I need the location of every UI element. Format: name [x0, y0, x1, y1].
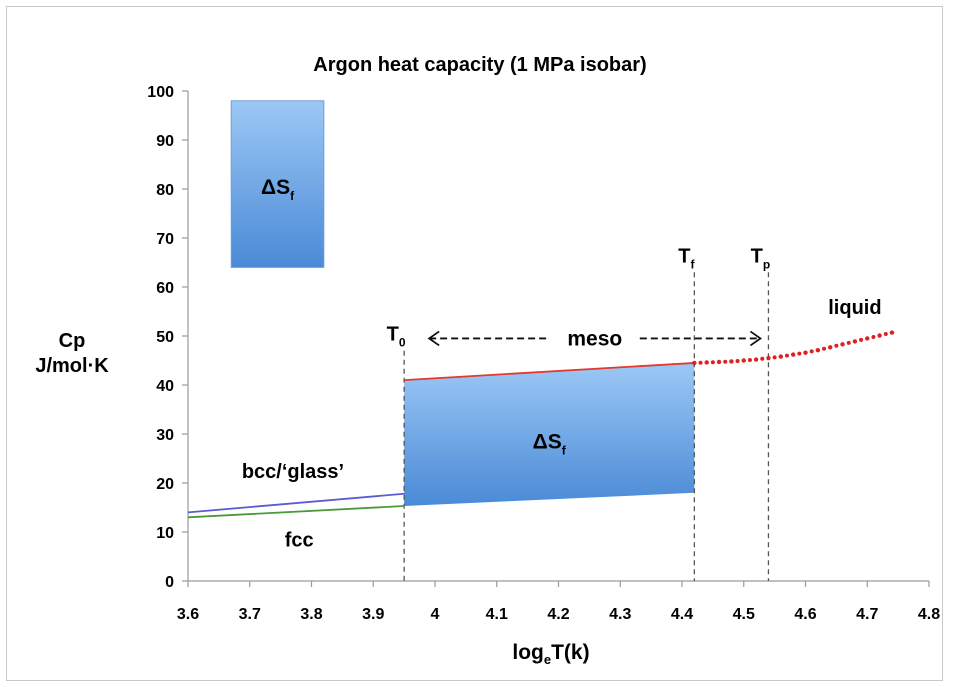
delta-s-region-label-sub: f	[562, 444, 567, 458]
liquid-point	[790, 352, 796, 357]
bcc-glass-label: bcc/‘glass’	[242, 461, 344, 483]
axes-layer: 0 10 20 30 40 50 60 70 80 90 100 3.6 3.7 3.8 3.9 4 4.1 4.…	[147, 84, 940, 623]
liquid-point	[760, 356, 765, 361]
liquid-point	[710, 360, 715, 365]
x-tick-label: 3.7	[239, 606, 261, 623]
x-tick-label: 4.6	[794, 606, 816, 623]
liquid-point	[747, 358, 752, 363]
fill-layer	[230, 100, 695, 507]
liquid-label: liquid	[828, 297, 881, 319]
meso-arrowhead-right	[749, 330, 763, 347]
vertical-line-label: Tf	[678, 245, 695, 271]
vertical-line-label-main: T	[387, 324, 399, 346]
y-tick-label: 10	[156, 525, 174, 542]
meso-line	[404, 362, 695, 381]
y-axis-label-line2: J/mol·K	[35, 355, 109, 377]
liquid-point	[852, 339, 858, 344]
x-axis-label-rest: T(k)	[551, 641, 590, 664]
meso-label: meso	[567, 327, 622, 350]
y-tick-label: 20	[156, 476, 174, 493]
liquid-point	[723, 359, 728, 364]
vertical-line-label: Tp	[751, 245, 771, 271]
liquid-point	[840, 342, 845, 347]
liquid-point	[698, 360, 703, 365]
x-tick-label: 4.8	[918, 606, 940, 623]
x-axis-label: logeT(k)	[512, 641, 589, 667]
y-tick-label: 100	[147, 84, 174, 101]
liquid-point	[803, 350, 808, 355]
fcc-line	[187, 505, 405, 519]
meso-arrowhead-left	[427, 330, 440, 347]
x-tick-label: 4.4	[671, 606, 693, 623]
delta-s-box-label: ΔSf	[261, 176, 295, 203]
y-tick-label: 0	[165, 574, 174, 591]
vertical-line-label: T0	[387, 324, 406, 350]
chart-svg: Argon heat capacity (1 MPa isobar) Cp J/…	[35, 54, 940, 667]
liquid-point	[772, 355, 777, 360]
liquid-point	[877, 333, 882, 338]
liquid-point	[784, 353, 789, 358]
liquid-point	[704, 360, 709, 365]
x-tick-label: 4.7	[856, 606, 878, 623]
liquid-point	[729, 359, 734, 364]
delta-s-region-label: ΔSf	[533, 431, 567, 458]
fcc-label: fcc	[285, 530, 314, 552]
delta-s-box-label-sub: f	[290, 189, 295, 203]
liquid-point	[766, 355, 771, 361]
liquid-point	[822, 346, 827, 351]
vertical-line-label-sub: p	[763, 257, 770, 271]
x-tick-label: 3.9	[362, 606, 384, 623]
y-tick-label: 40	[156, 378, 174, 395]
liquid-point	[797, 351, 802, 356]
y-tick-label: 80	[156, 182, 174, 199]
x-axis-label-sub: e	[544, 652, 551, 667]
liquid-point	[735, 358, 740, 363]
series-layer	[187, 330, 895, 519]
liquid-point	[865, 336, 870, 341]
liquid-point	[741, 358, 746, 363]
x-tick-label: 3.6	[177, 606, 199, 623]
y-tick-label: 90	[156, 133, 174, 150]
x-tick-label: 4.1	[486, 606, 508, 623]
delta-s-region-label-main: ΔS	[533, 431, 562, 454]
chart-frame: Argon heat capacity (1 MPa isobar) Cp J/…	[6, 6, 943, 681]
liquid-point	[846, 340, 851, 345]
liquid-point	[815, 348, 821, 353]
y-tick-label: 30	[156, 427, 174, 444]
delta-s-box	[230, 100, 325, 268]
x-tick-label: 4.3	[609, 606, 631, 623]
vertical-line-label-main: T	[751, 245, 763, 267]
vertical-line-label-main: T	[678, 245, 690, 267]
y-axis-label-line1: Cp	[59, 330, 86, 352]
delta-s-region	[404, 362, 695, 507]
x-axis-label-main: log	[512, 641, 544, 664]
vertical-line-label-sub: 0	[399, 336, 406, 350]
liquid-point	[834, 343, 839, 348]
bcc-line	[187, 492, 405, 514]
chart-title: Argon heat capacity (1 MPa isobar)	[313, 54, 646, 76]
y-tick-label: 70	[156, 231, 174, 248]
vertical-line-label-sub: f	[690, 257, 695, 271]
y-tick-label: 50	[156, 329, 174, 346]
liquid-point	[859, 337, 864, 342]
liquid-point	[753, 357, 759, 362]
x-tick-label: 4.5	[733, 606, 755, 623]
liquid-point	[828, 345, 833, 350]
liquid-point	[889, 330, 895, 335]
liquid-point	[883, 332, 888, 337]
liquid-point	[809, 349, 814, 354]
x-tick-label: 3.8	[300, 606, 322, 623]
liquid-point	[778, 354, 783, 359]
x-tick-label: 4	[431, 606, 440, 623]
liquid-point	[692, 360, 697, 366]
liquid-point	[871, 334, 876, 339]
y-tick-label: 60	[156, 280, 174, 297]
liquid-point	[716, 359, 722, 365]
x-tick-label: 4.2	[547, 606, 569, 623]
delta-s-box-label-main: ΔS	[261, 176, 290, 199]
